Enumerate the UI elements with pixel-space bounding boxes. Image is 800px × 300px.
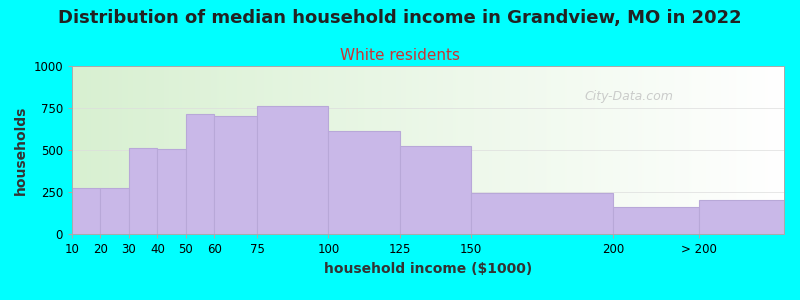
Bar bbox=[613, 207, 698, 234]
Y-axis label: households: households bbox=[14, 105, 28, 195]
Bar bbox=[399, 146, 470, 234]
Bar bbox=[470, 193, 613, 234]
X-axis label: household income ($1000): household income ($1000) bbox=[324, 262, 532, 276]
Bar bbox=[698, 200, 784, 234]
Bar bbox=[214, 116, 257, 234]
Text: White residents: White residents bbox=[340, 48, 460, 63]
Bar bbox=[328, 131, 399, 234]
Bar bbox=[72, 188, 101, 234]
Bar bbox=[158, 149, 186, 234]
Text: Distribution of median household income in Grandview, MO in 2022: Distribution of median household income … bbox=[58, 9, 742, 27]
Bar bbox=[186, 114, 214, 234]
Bar bbox=[129, 148, 158, 234]
Text: City-Data.com: City-Data.com bbox=[585, 90, 674, 103]
Bar bbox=[257, 106, 328, 234]
Bar bbox=[101, 188, 129, 234]
